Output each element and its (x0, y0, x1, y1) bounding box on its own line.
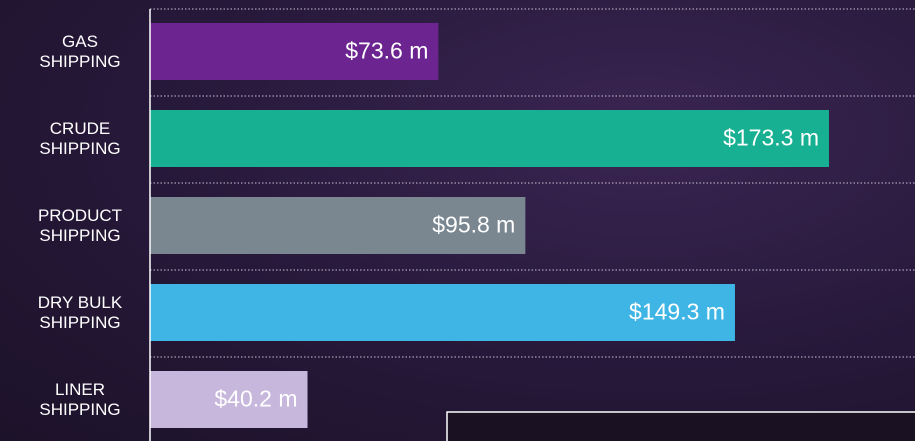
value-label: $95.8 m (432, 212, 515, 238)
value-label: $149.3 m (629, 299, 725, 325)
overlay-box (446, 411, 915, 441)
category-label: PRODUCT SHIPPING (37, 205, 123, 245)
category-label: DRY BULK SHIPPING (37, 292, 123, 332)
category-label: CRUDE SHIPPING (39, 118, 121, 158)
value-label: $40.2 m (214, 386, 297, 412)
value-label: $73.6 m (345, 38, 428, 64)
bar (150, 371, 308, 428)
bar (150, 110, 829, 167)
value-label: $173.3 m (723, 125, 819, 151)
category-label: LINER SHIPPING (39, 379, 121, 419)
category-label: GAS SHIPPING (39, 31, 121, 71)
bar (150, 284, 735, 341)
bar (150, 197, 526, 254)
bar (150, 23, 439, 80)
